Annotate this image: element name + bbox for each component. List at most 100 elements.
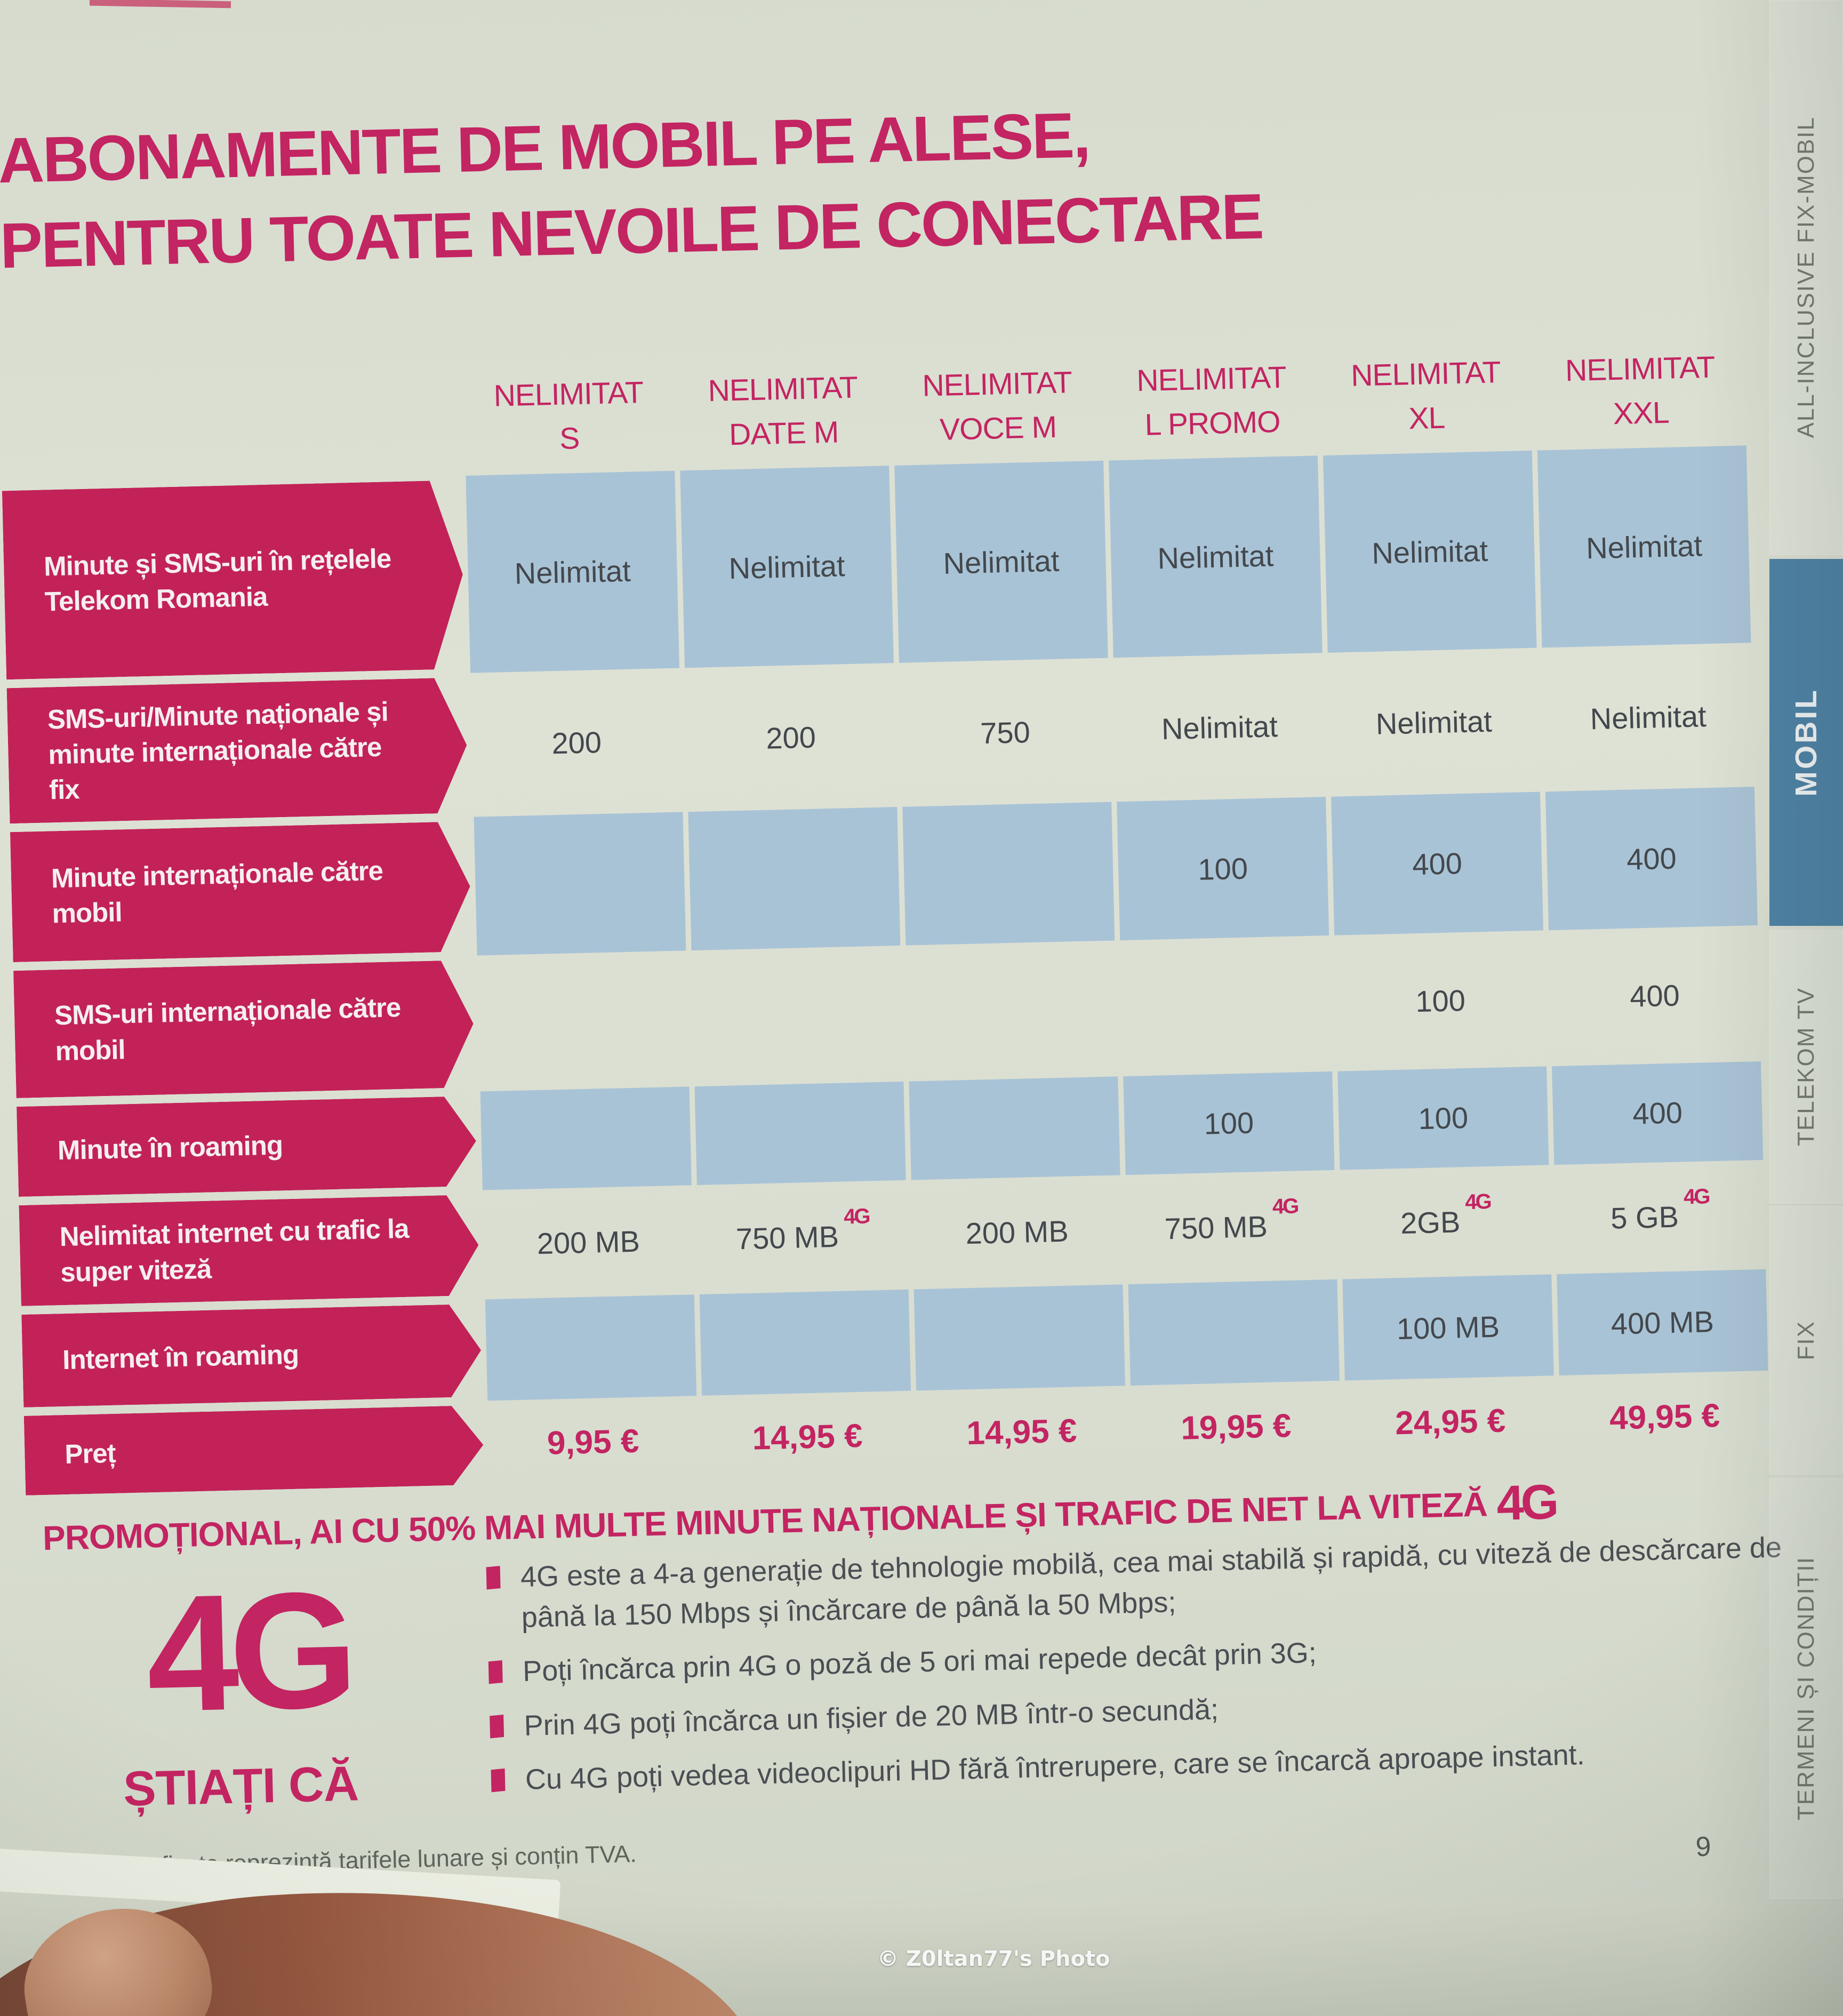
column-header-line1: NELIMITAT <box>1565 350 1716 388</box>
cell-value: Nelimitat <box>514 554 631 590</box>
sidebar-tab-telekom-tv: TELEKOM TV <box>1769 930 1843 1203</box>
table-body: Minute și SMS-uri în rețelele Telekom Ro… <box>2 445 1769 1500</box>
table-cell: 14,95 € <box>916 1386 1127 1478</box>
cell-value: Nelimitat <box>1157 538 1274 575</box>
sidebar-tab-fix: FIX <box>1769 1206 1843 1474</box>
row-label-banner: Minute internaționale către mobil <box>10 821 472 962</box>
promo-4g-badge: 4G <box>1496 1475 1557 1531</box>
4g-superscript-badge: 4G <box>1272 1194 1298 1219</box>
bullet-text: Cu 4G poți vedea videoclipuri HD fără în… <box>525 1739 1585 1796</box>
cell-value: Nelimitat <box>1371 533 1488 570</box>
cell-value: Nelimitat <box>728 548 846 585</box>
cell-value: Nelimitat <box>942 543 1060 580</box>
table-cell <box>909 1076 1120 1180</box>
table-cell: 200 MB <box>483 1185 694 1299</box>
bullet-text: Prin 4G poți încărca un fișier de 20 MB … <box>523 1693 1219 1742</box>
cell-value: 200 MB <box>965 1214 1069 1251</box>
bullet-square-icon <box>486 1566 501 1590</box>
column-header-s: NELIMITAT S <box>463 356 675 476</box>
table-cell <box>688 806 901 951</box>
table-cell <box>914 1284 1125 1391</box>
column-header-line2: DATE M <box>728 415 839 452</box>
table-cell: 200 MB <box>911 1175 1123 1289</box>
4g-superscript-badge: 4G <box>1683 1185 1709 1209</box>
cell-value: 2GB <box>1400 1205 1461 1240</box>
bullet-square-icon <box>490 1714 504 1739</box>
cell-value: 750 MB <box>735 1219 839 1256</box>
bullet-square-icon <box>488 1660 503 1684</box>
bullet-square-icon <box>491 1769 506 1793</box>
table-cell: Nelimitat <box>1542 643 1754 791</box>
table-cell: Nelimitat <box>1537 445 1751 648</box>
row-label-banner: SMS-uri internaționale către mobil <box>13 960 475 1098</box>
table-cell: 9,95 € <box>487 1396 699 1489</box>
column-header-xl: NELIMITAT XL <box>1320 336 1532 455</box>
table-cell: 200 <box>685 663 897 812</box>
cell-value: 200 <box>551 725 602 760</box>
sidebar-tab-label: ALL-INCLUSIVE FIX-MOBIL <box>1793 116 1819 438</box>
table-cell: 2GB 4G <box>1340 1165 1552 1279</box>
table-cell: 49,95 € <box>1559 1371 1770 1463</box>
table-cell: Nelimitat <box>1323 450 1537 653</box>
cell-value: 100 MB <box>1396 1309 1500 1346</box>
table-cell <box>480 1086 692 1190</box>
table-cell <box>1120 935 1332 1076</box>
table-header-spacer <box>0 361 460 486</box>
column-header-line2: S <box>559 421 580 456</box>
table-cell: 14,95 € <box>702 1391 913 1484</box>
table-row: Minute și SMS-uri în rețelele Telekom Ro… <box>2 445 1751 684</box>
table-cell: 5 GB 4G <box>1554 1160 1766 1274</box>
table-cell: 400 <box>1549 925 1761 1066</box>
table-cell: 400 <box>1552 1061 1764 1165</box>
column-header-line2: L PROMO <box>1144 404 1281 442</box>
sidebar-tab-mobil: MOBIL <box>1769 559 1843 926</box>
cell-value: 400 <box>1412 846 1463 881</box>
table-cell: 200 <box>470 668 683 817</box>
cell-value: Nelimitat <box>1161 709 1278 746</box>
row-label-banner: Preț <box>24 1405 484 1495</box>
table-cell: Nelimitat <box>466 470 680 673</box>
table-cell: 100 <box>1337 1066 1549 1170</box>
table-cell: 100 <box>1117 797 1329 941</box>
sidebar-tab-label: MOBIL <box>1789 688 1823 797</box>
cell-value: 400 <box>1632 1095 1683 1131</box>
cell-value: Nelimitat <box>1590 699 1707 735</box>
column-header-xxl: NELIMITAT XXL <box>1535 331 1746 450</box>
row-label-banner: SMS-uri/Minute naționale și minute inter… <box>7 677 469 823</box>
column-header-voce-m: NELIMITAT VOCE M <box>892 346 1103 466</box>
column-header-line1: NELIMITAT <box>493 375 644 413</box>
sidebar-tab-label: FIX <box>1793 1320 1819 1361</box>
4g-logo: 4G <box>145 1556 350 1747</box>
table-cell <box>906 940 1118 1081</box>
4g-superscript-badge: 4G <box>1464 1189 1491 1214</box>
table-cell: 750 MB 4G <box>1126 1170 1337 1284</box>
side-tab-rail: ALL-INCLUSIVE FIX-MOBIL MOBIL TELEKOM TV FI… <box>1769 0 1843 2016</box>
table-cell <box>902 802 1115 946</box>
did-you-know-heading: ȘTIAȚI CĂ <box>123 1756 359 1817</box>
column-header-line2: VOCE M <box>939 410 1057 447</box>
row-label-banner: Minute în roaming <box>17 1096 477 1197</box>
page-top-red-mark <box>89 0 231 9</box>
page-number: 9 <box>1695 1831 1712 1863</box>
row-label-banner: Nelimitat internet cu trafic la super vi… <box>19 1195 479 1306</box>
column-header-line2: XL <box>1408 401 1445 436</box>
sidebar-tab-label: TERMENI ȘI CONDIȚII <box>1793 1556 1819 1821</box>
cell-value: 49,95 € <box>1609 1397 1720 1437</box>
cell-value: 750 <box>980 715 1031 750</box>
cell-value: 400 <box>1626 841 1677 876</box>
cell-value: 750 MB <box>1164 1209 1268 1246</box>
column-header-line2: XXL <box>1613 395 1670 431</box>
column-header-l-promo: NELIMITAT L PROMO <box>1106 341 1318 460</box>
table-cell <box>1128 1279 1340 1386</box>
table-cell: 750 <box>899 658 1111 807</box>
column-header-line1: NELIMITAT <box>707 370 858 409</box>
page-title: ABONAMENTE DE MOBIL PE ALESE, PENTRU TOA… <box>0 89 1263 289</box>
cell-value: 9,95 € <box>547 1422 640 1462</box>
pricing-table: NELIMITAT S NELIMITAT DATE M NELIMITAT VOCE M… <box>0 331 1769 1499</box>
cell-value: 24,95 € <box>1395 1402 1506 1442</box>
did-you-know-bullets: 4G este a 4-a generație de tehnologie mo… <box>486 1527 1788 1815</box>
sidebar-tab-label: TELEKOM TV <box>1793 987 1819 1146</box>
cell-value: 5 GB <box>1610 1199 1679 1235</box>
cell-value: 200 MB <box>536 1224 640 1261</box>
